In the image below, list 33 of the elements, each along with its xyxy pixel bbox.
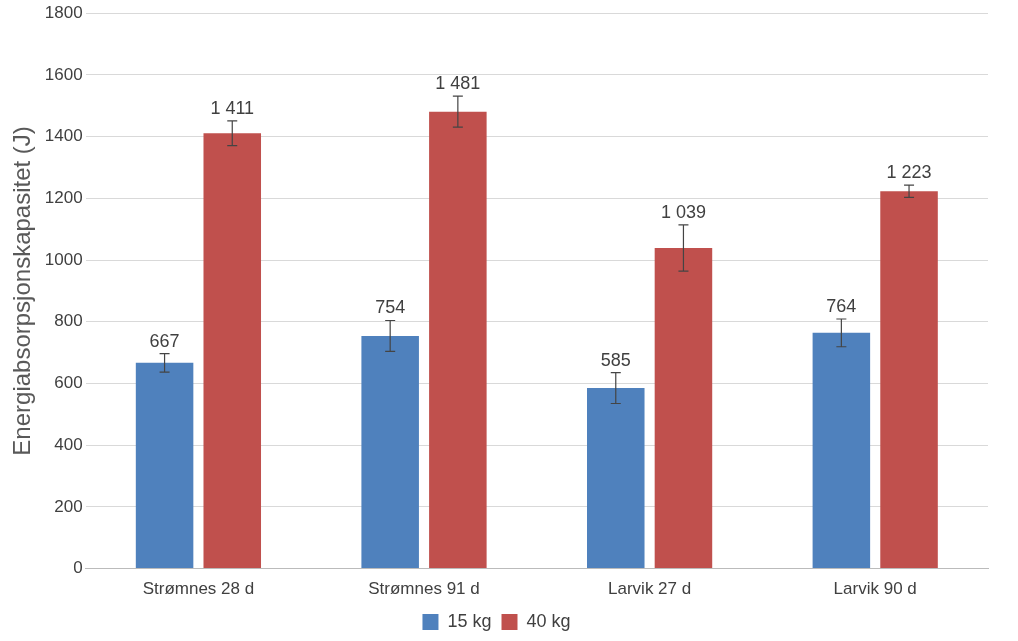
data-label: 667 xyxy=(149,330,180,351)
bar xyxy=(812,332,871,569)
y-tick-label: 1000 xyxy=(44,249,83,269)
bar xyxy=(361,335,419,569)
data-label: 1 481 xyxy=(435,73,481,94)
x-tick-label: Larvik 27 d xyxy=(608,579,692,599)
bar xyxy=(654,248,713,569)
data-label: 1 411 xyxy=(210,97,255,118)
y-tick-label: 1200 xyxy=(44,188,83,208)
bar xyxy=(429,111,487,569)
y-tick-label: 200 xyxy=(54,496,83,516)
y-tick-label: 400 xyxy=(54,434,83,454)
bar xyxy=(203,133,262,569)
y-axis-title: Energiabsorpsjonskapasitet (J) xyxy=(8,126,36,456)
data-label: 764 xyxy=(826,295,857,316)
y-tick-label: 800 xyxy=(54,311,83,331)
bar xyxy=(880,191,938,569)
y-tick-label: 1800 xyxy=(44,2,83,22)
y-tick-label: 0 xyxy=(73,558,83,578)
y-tick-label: 600 xyxy=(54,373,83,393)
bar xyxy=(587,388,645,569)
data-label: 1 039 xyxy=(660,201,706,222)
x-tick-label: Strømnes 28 d xyxy=(142,579,255,599)
bar xyxy=(135,362,194,569)
data-label: 585 xyxy=(600,349,631,370)
x-tick-label: Larvik 90 d xyxy=(833,579,917,599)
legend-label: 15 kg xyxy=(447,610,492,631)
data-label: 754 xyxy=(375,297,406,318)
x-tick-label: Strømnes 91 d xyxy=(368,579,480,599)
y-tick-label: 1400 xyxy=(44,126,83,146)
y-tick-label: 1600 xyxy=(44,64,83,84)
data-label: 1 223 xyxy=(886,162,932,183)
legend-label: 40 kg xyxy=(526,610,571,631)
